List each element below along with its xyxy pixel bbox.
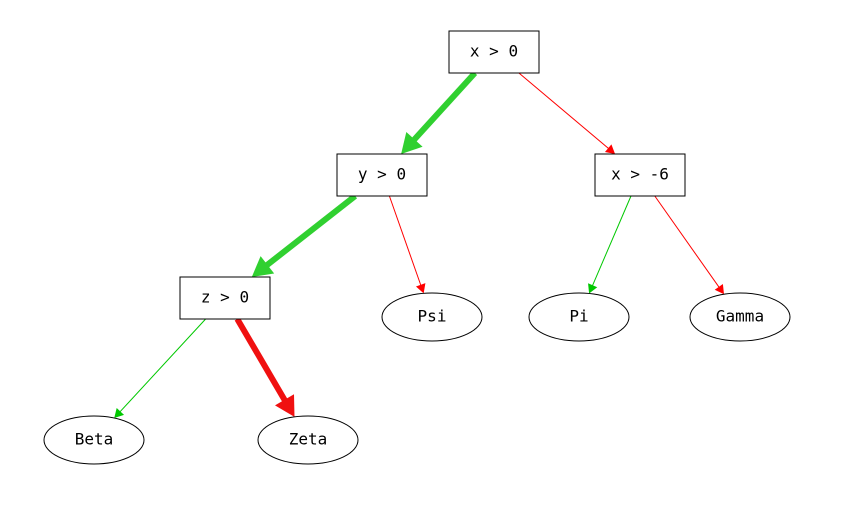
- node-label: Pi: [569, 307, 588, 326]
- node-n2: x > -6: [595, 154, 685, 196]
- edge-n3-n8: [237, 319, 294, 417]
- node-n5: Pi: [529, 293, 629, 341]
- node-n4: Psi: [382, 293, 482, 341]
- nodes-layer: x > 0 y > 0 x > -6 z > 0 Psi Pi Gamma Beta Zeta: [44, 31, 790, 464]
- node-label: x > -6: [611, 165, 669, 184]
- node-n6: Gamma: [690, 293, 790, 341]
- decision-tree-diagram: x > 0 y > 0 x > -6 z > 0 Psi Pi Gamma Beta Zeta: [0, 0, 857, 525]
- edge-n3-n7: [114, 319, 205, 418]
- node-n3: z > 0: [180, 277, 270, 319]
- node-n0: x > 0: [449, 31, 539, 73]
- node-label: Beta: [75, 430, 114, 449]
- node-n1: y > 0: [337, 154, 427, 196]
- edge-n1-n4: [389, 196, 425, 293]
- node-label: z > 0: [201, 288, 249, 307]
- edge-n1-n3: [252, 196, 355, 277]
- node-n7: Beta: [44, 416, 144, 464]
- edges-layer: [114, 73, 724, 418]
- node-label: Gamma: [716, 307, 764, 326]
- node-label: Psi: [418, 307, 447, 326]
- node-label: Zeta: [289, 430, 328, 449]
- edge-n2-n6: [655, 196, 724, 294]
- edge-n0-n1: [401, 73, 475, 154]
- edge-n0-n2: [519, 73, 615, 154]
- edge-n2-n5: [588, 196, 631, 293]
- node-label: x > 0: [470, 42, 518, 61]
- node-label: y > 0: [358, 165, 406, 184]
- node-n8: Zeta: [258, 416, 358, 464]
